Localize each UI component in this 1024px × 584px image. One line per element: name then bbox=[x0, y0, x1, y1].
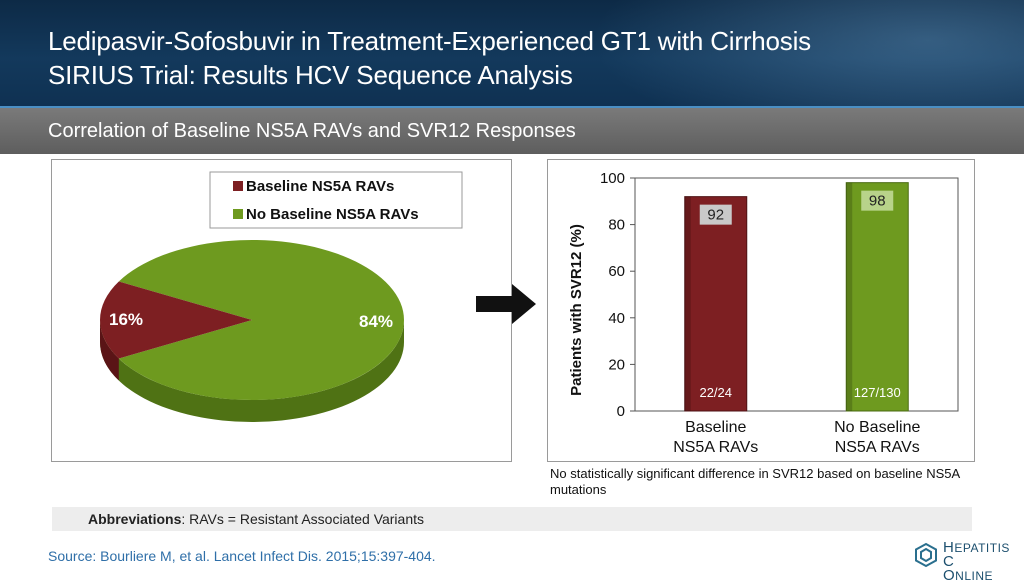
y-axis-ticks: 0 20 40 60 80 100 bbox=[600, 170, 635, 420]
source-citation: Source: Bourliere M, et al. Lancet Infec… bbox=[48, 548, 436, 564]
slide-title-line1: Ledipasvir-Sofosbuvir in Treatment-Exper… bbox=[48, 26, 811, 56]
x-category-label-1-1: NS5A RAVs bbox=[835, 439, 920, 456]
bar-shade-1 bbox=[846, 182, 853, 411]
pie-side-baseline bbox=[100, 320, 119, 381]
pie-slice-no-baseline bbox=[118, 240, 404, 400]
bar-marks: 92 22/24 Baseline NS5A RAVs 98 127/130 No Base… bbox=[673, 182, 920, 456]
bar-value-label-0: 92 bbox=[707, 207, 724, 224]
bar-chart: Patients with SVR12 (%) 0 20 40 60 80 100 92 2… bbox=[568, 170, 959, 456]
slide-header: Ledipasvir-Sofosbuvir in Treatment-Exper… bbox=[0, 0, 1024, 106]
pie-legend-box bbox=[209, 171, 463, 229]
plot-area bbox=[634, 177, 959, 412]
y-axis-label: Patients with SVR12 (%) bbox=[568, 224, 585, 396]
legend-swatch-baseline bbox=[233, 181, 243, 191]
logo-text: HEPATITIS C ONLINE bbox=[943, 539, 1023, 583]
pie-slice-baseline bbox=[100, 281, 252, 359]
bar-fraction-label-1: 127/130 bbox=[854, 385, 901, 400]
footnote: No statistically significant difference … bbox=[550, 466, 960, 497]
slide-title: Ledipasvir-Sofosbuvir in Treatment-Exper… bbox=[48, 24, 811, 92]
logo-mark-icon bbox=[915, 542, 937, 568]
x-category-label-0-1: NS5A RAVs bbox=[673, 439, 758, 456]
header-glow bbox=[564, 0, 1024, 106]
y-tick-label: 60 bbox=[608, 263, 625, 280]
right-arrow-icon bbox=[476, 284, 536, 324]
bar-chart-panel: Patients with SVR12 (%) 0 20 40 60 80 100 92 2… bbox=[547, 159, 975, 462]
bar-value-label-1: 98 bbox=[869, 193, 886, 210]
bar-fraction-label-0: 22/24 bbox=[699, 385, 732, 400]
slide-title-line2: SIRIUS Trial: Results HCV Sequence Analy… bbox=[48, 60, 573, 90]
legend-label-baseline: Baseline NS5A RAVs bbox=[246, 178, 394, 195]
subtitle-bar: Correlation of Baseline NS5A RAVs and SV… bbox=[0, 106, 1024, 154]
slide-subtitle: Correlation of Baseline NS5A RAVs and SV… bbox=[48, 120, 576, 142]
y-tick-label: 20 bbox=[608, 356, 625, 373]
pie-legend: Baseline NS5A RAVs No Baseline NS5A RAVs bbox=[209, 171, 463, 229]
bar-0 bbox=[684, 196, 748, 412]
logo-cap-h: H bbox=[943, 539, 955, 556]
pie-shapes bbox=[100, 240, 404, 422]
bar-value-box-0 bbox=[699, 204, 732, 225]
y-tick-label: 40 bbox=[608, 310, 625, 327]
logo-word-online: NLINE bbox=[955, 569, 994, 583]
bar-value-box-1 bbox=[861, 190, 894, 211]
hepatitis-c-online-logo: HEPATITIS C ONLINE bbox=[913, 540, 1023, 583]
pie-chart: Baseline NS5A RAVs No Baseline NS5A RAVs… bbox=[100, 171, 463, 422]
y-tick-label: 80 bbox=[608, 217, 625, 234]
logo-word-hepatitis: EPATITIS bbox=[954, 541, 1010, 555]
abbreviations-label: Abbreviations bbox=[88, 511, 182, 527]
logo-letter-c: C bbox=[943, 553, 955, 570]
y-tick-label: 100 bbox=[600, 170, 625, 187]
x-category-label-1-0: No Baseline bbox=[834, 419, 920, 436]
pie-chart-panel: Baseline NS5A RAVs No Baseline NS5A RAVs… bbox=[51, 159, 512, 462]
legend-swatch-no-baseline bbox=[233, 209, 243, 219]
plot-frame bbox=[634, 177, 959, 412]
bar-1 bbox=[845, 182, 909, 412]
abbreviations-bar: Abbreviations: RAVs = Resistant Associat… bbox=[52, 507, 972, 531]
pie-label-no-baseline: 84% bbox=[359, 312, 393, 331]
pie-label-baseline: 16% bbox=[109, 310, 143, 329]
y-tick-label: 0 bbox=[617, 403, 625, 420]
bar-shade-0 bbox=[684, 196, 691, 411]
abbreviations-text: : RAVs = Resistant Associated Variants bbox=[181, 511, 425, 527]
legend-label-no-baseline: No Baseline NS5A RAVs bbox=[246, 206, 419, 223]
x-category-label-0-0: Baseline bbox=[685, 419, 746, 436]
pie-side-no-baseline bbox=[100, 320, 404, 422]
